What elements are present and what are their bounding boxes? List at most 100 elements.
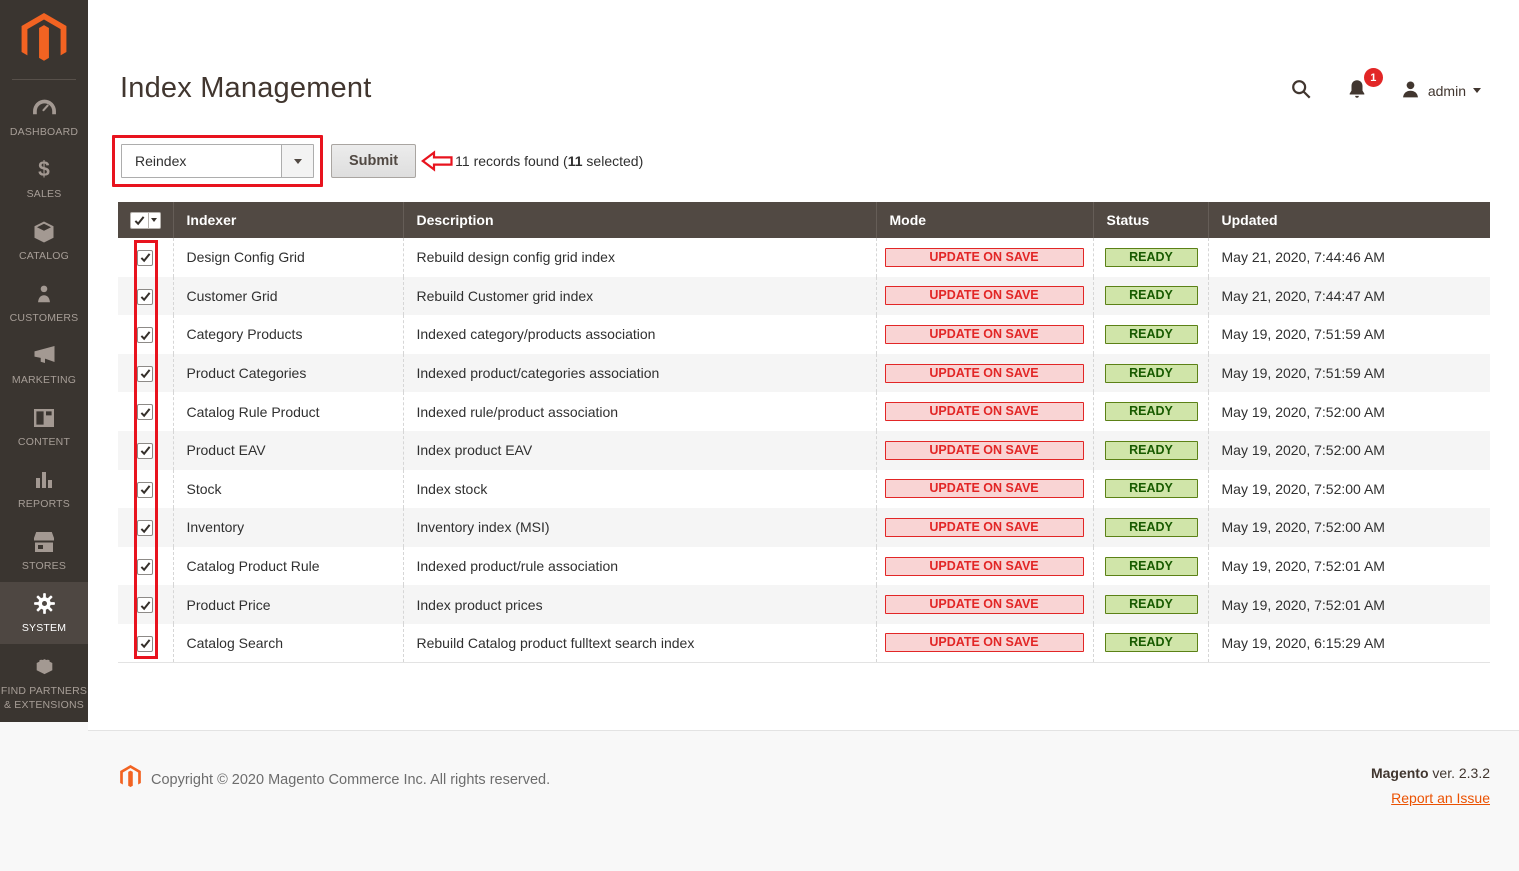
indexer-description: Indexed product/categories association [416, 365, 660, 382]
row-checkbox[interactable] [137, 404, 154, 421]
page-header: Index Management [88, 0, 1519, 105]
status-badge: READY [1104, 440, 1198, 460]
sidebar-item-reports[interactable]: REPORTS [0, 458, 88, 520]
sidebar-item-catalog[interactable]: CATALOG [0, 210, 88, 272]
mode-badge: UPDATE ON SAVE [884, 324, 1084, 344]
indexer-name: Stock [186, 480, 222, 497]
page-footer: Copyright © 2020 Magento Commerce Inc. A… [88, 730, 1519, 871]
grid-header-row: Indexer Description Mode Status Updated [118, 202, 1490, 238]
updated-timestamp: May 21, 2020, 7:44:47 AM [1221, 287, 1385, 304]
annotation-arrow-icon [421, 150, 453, 172]
mode-badge: UPDATE ON SAVE [884, 402, 1084, 422]
status-badge: READY [1104, 286, 1198, 306]
row-checkbox[interactable] [137, 481, 154, 498]
updated-timestamp: May 19, 2020, 7:52:00 AM [1221, 403, 1385, 420]
submit-button[interactable]: Submit [331, 144, 417, 178]
status-badge: READY [1104, 247, 1198, 267]
grid-body: Design Config Grid Rebuild design config… [118, 238, 1490, 664]
updated-timestamp: May 19, 2020, 7:52:00 AM [1221, 442, 1385, 459]
admin-username: admin [1427, 82, 1466, 99]
sidebar-item-find-partners[interactable]: FIND PARTNERS & EXTENSIONS [0, 644, 88, 722]
notification-count-badge: 1 [1363, 68, 1383, 87]
sidebar-item-marketing[interactable]: MARKETING [0, 334, 88, 396]
header-actions: 1 admin [1288, 68, 1481, 105]
page-title: Index Management [120, 72, 372, 104]
indexer-description: Index product prices [416, 596, 543, 613]
mode-badge: UPDATE ON SAVE [884, 517, 1084, 537]
footer-right: Magento ver. 2.3.2 Report an Issue [1371, 765, 1490, 808]
column-header-mode[interactable]: Mode [875, 202, 1093, 238]
content-icon [32, 405, 56, 431]
sidebar-item-dashboard[interactable]: DASHBOARD [0, 86, 88, 148]
indexer-name: Customer Grid [186, 287, 278, 304]
select-caret-segment[interactable] [281, 145, 313, 177]
sidebar-item-content[interactable]: CONTENT [0, 396, 88, 458]
sidebar-item-customers[interactable]: CUSTOMERS [0, 272, 88, 334]
row-checkbox[interactable] [137, 442, 154, 459]
magento-logo[interactable] [0, 0, 88, 77]
updated-timestamp: May 19, 2020, 7:51:59 AM [1221, 326, 1385, 343]
sidebar-item-system[interactable]: SYSTEM [0, 582, 88, 644]
extensions-icon [32, 654, 57, 680]
system-icon [32, 591, 57, 617]
indexer-name: Inventory [186, 519, 245, 536]
notifications-button[interactable]: 1 [1344, 68, 1383, 105]
row-checkbox[interactable] [137, 249, 154, 266]
updated-timestamp: May 19, 2020, 7:52:01 AM [1221, 558, 1385, 575]
indexer-description: Indexed product/rule association [416, 558, 619, 575]
row-checkbox[interactable] [137, 635, 154, 652]
row-checkbox[interactable] [137, 520, 154, 537]
bell-icon [1346, 78, 1368, 103]
action-select-annotation-box: Reindex [112, 135, 323, 187]
table-row: Catalog Search Rebuild Catalog product f… [118, 623, 1490, 664]
sidebar-item-sales[interactable]: $ SALES [26, 158, 62, 200]
select-all-checkbox[interactable] [131, 213, 148, 228]
column-header-description[interactable]: Description [402, 202, 876, 238]
mode-badge: UPDATE ON SAVE [884, 440, 1084, 460]
column-header-updated[interactable]: Updated [1207, 202, 1490, 238]
catalog-icon [32, 219, 56, 245]
report-issue-link[interactable]: Report an Issue [1391, 790, 1490, 806]
mode-badge: UPDATE ON SAVE [884, 556, 1084, 576]
indexer-name: Product EAV [186, 442, 266, 459]
search-button[interactable] [1288, 76, 1314, 105]
table-row: Catalog Product Rule Indexed product/rul… [118, 546, 1490, 586]
column-header-indexer[interactable]: Indexer [172, 202, 403, 238]
status-badge: READY [1104, 479, 1198, 499]
select-all-dropdown[interactable] [147, 212, 160, 228]
row-checkbox[interactable] [137, 597, 154, 614]
select-all-control[interactable] [129, 211, 161, 229]
row-checkbox[interactable] [137, 365, 154, 382]
mode-badge: UPDATE ON SAVE [884, 633, 1084, 653]
table-row: Product Categories Indexed product/categ… [118, 353, 1490, 393]
sidebar-item-stores[interactable]: STORES [0, 520, 88, 582]
footer-left: Copyright © 2020 Magento Commerce Inc. A… [120, 765, 550, 794]
status-badge: READY [1104, 595, 1198, 615]
main-content: Index Management [88, 0, 1519, 730]
mode-badge: UPDATE ON SAVE [884, 286, 1084, 306]
indexer-name: Product Categories [186, 365, 307, 382]
sidebar-divider [12, 79, 76, 80]
copyright-text: Copyright © 2020 Magento Commerce Inc. A… [151, 771, 551, 788]
records-selected-count: 11 [567, 153, 583, 169]
row-checkbox[interactable] [137, 558, 154, 575]
magento-footer-logo [120, 765, 141, 794]
indexer-grid: Indexer Description Mode Status Updated … [118, 202, 1490, 664]
mass-action-select[interactable]: Reindex [121, 144, 314, 178]
updated-timestamp: May 19, 2020, 7:51:59 AM [1221, 365, 1385, 382]
search-icon [1290, 78, 1312, 103]
updated-timestamp: May 19, 2020, 7:52:00 AM [1221, 519, 1385, 536]
row-checkbox[interactable] [137, 288, 154, 305]
status-badge: READY [1104, 402, 1198, 422]
row-checkbox[interactable] [137, 327, 154, 344]
chevron-down-icon [293, 158, 302, 164]
table-row: Inventory Inventory index (MSI) UPDATE O… [118, 508, 1490, 547]
table-row: Design Config Grid Rebuild design config… [118, 238, 1490, 277]
indexer-description: Indexed rule/product association [416, 403, 619, 420]
status-badge: READY [1104, 517, 1198, 537]
indexer-description: Rebuild design config grid index [416, 249, 615, 266]
column-header-status[interactable]: Status [1092, 202, 1208, 238]
admin-menu[interactable]: admin [1400, 79, 1481, 103]
dashboard-icon [32, 95, 57, 121]
status-badge: READY [1104, 633, 1198, 653]
